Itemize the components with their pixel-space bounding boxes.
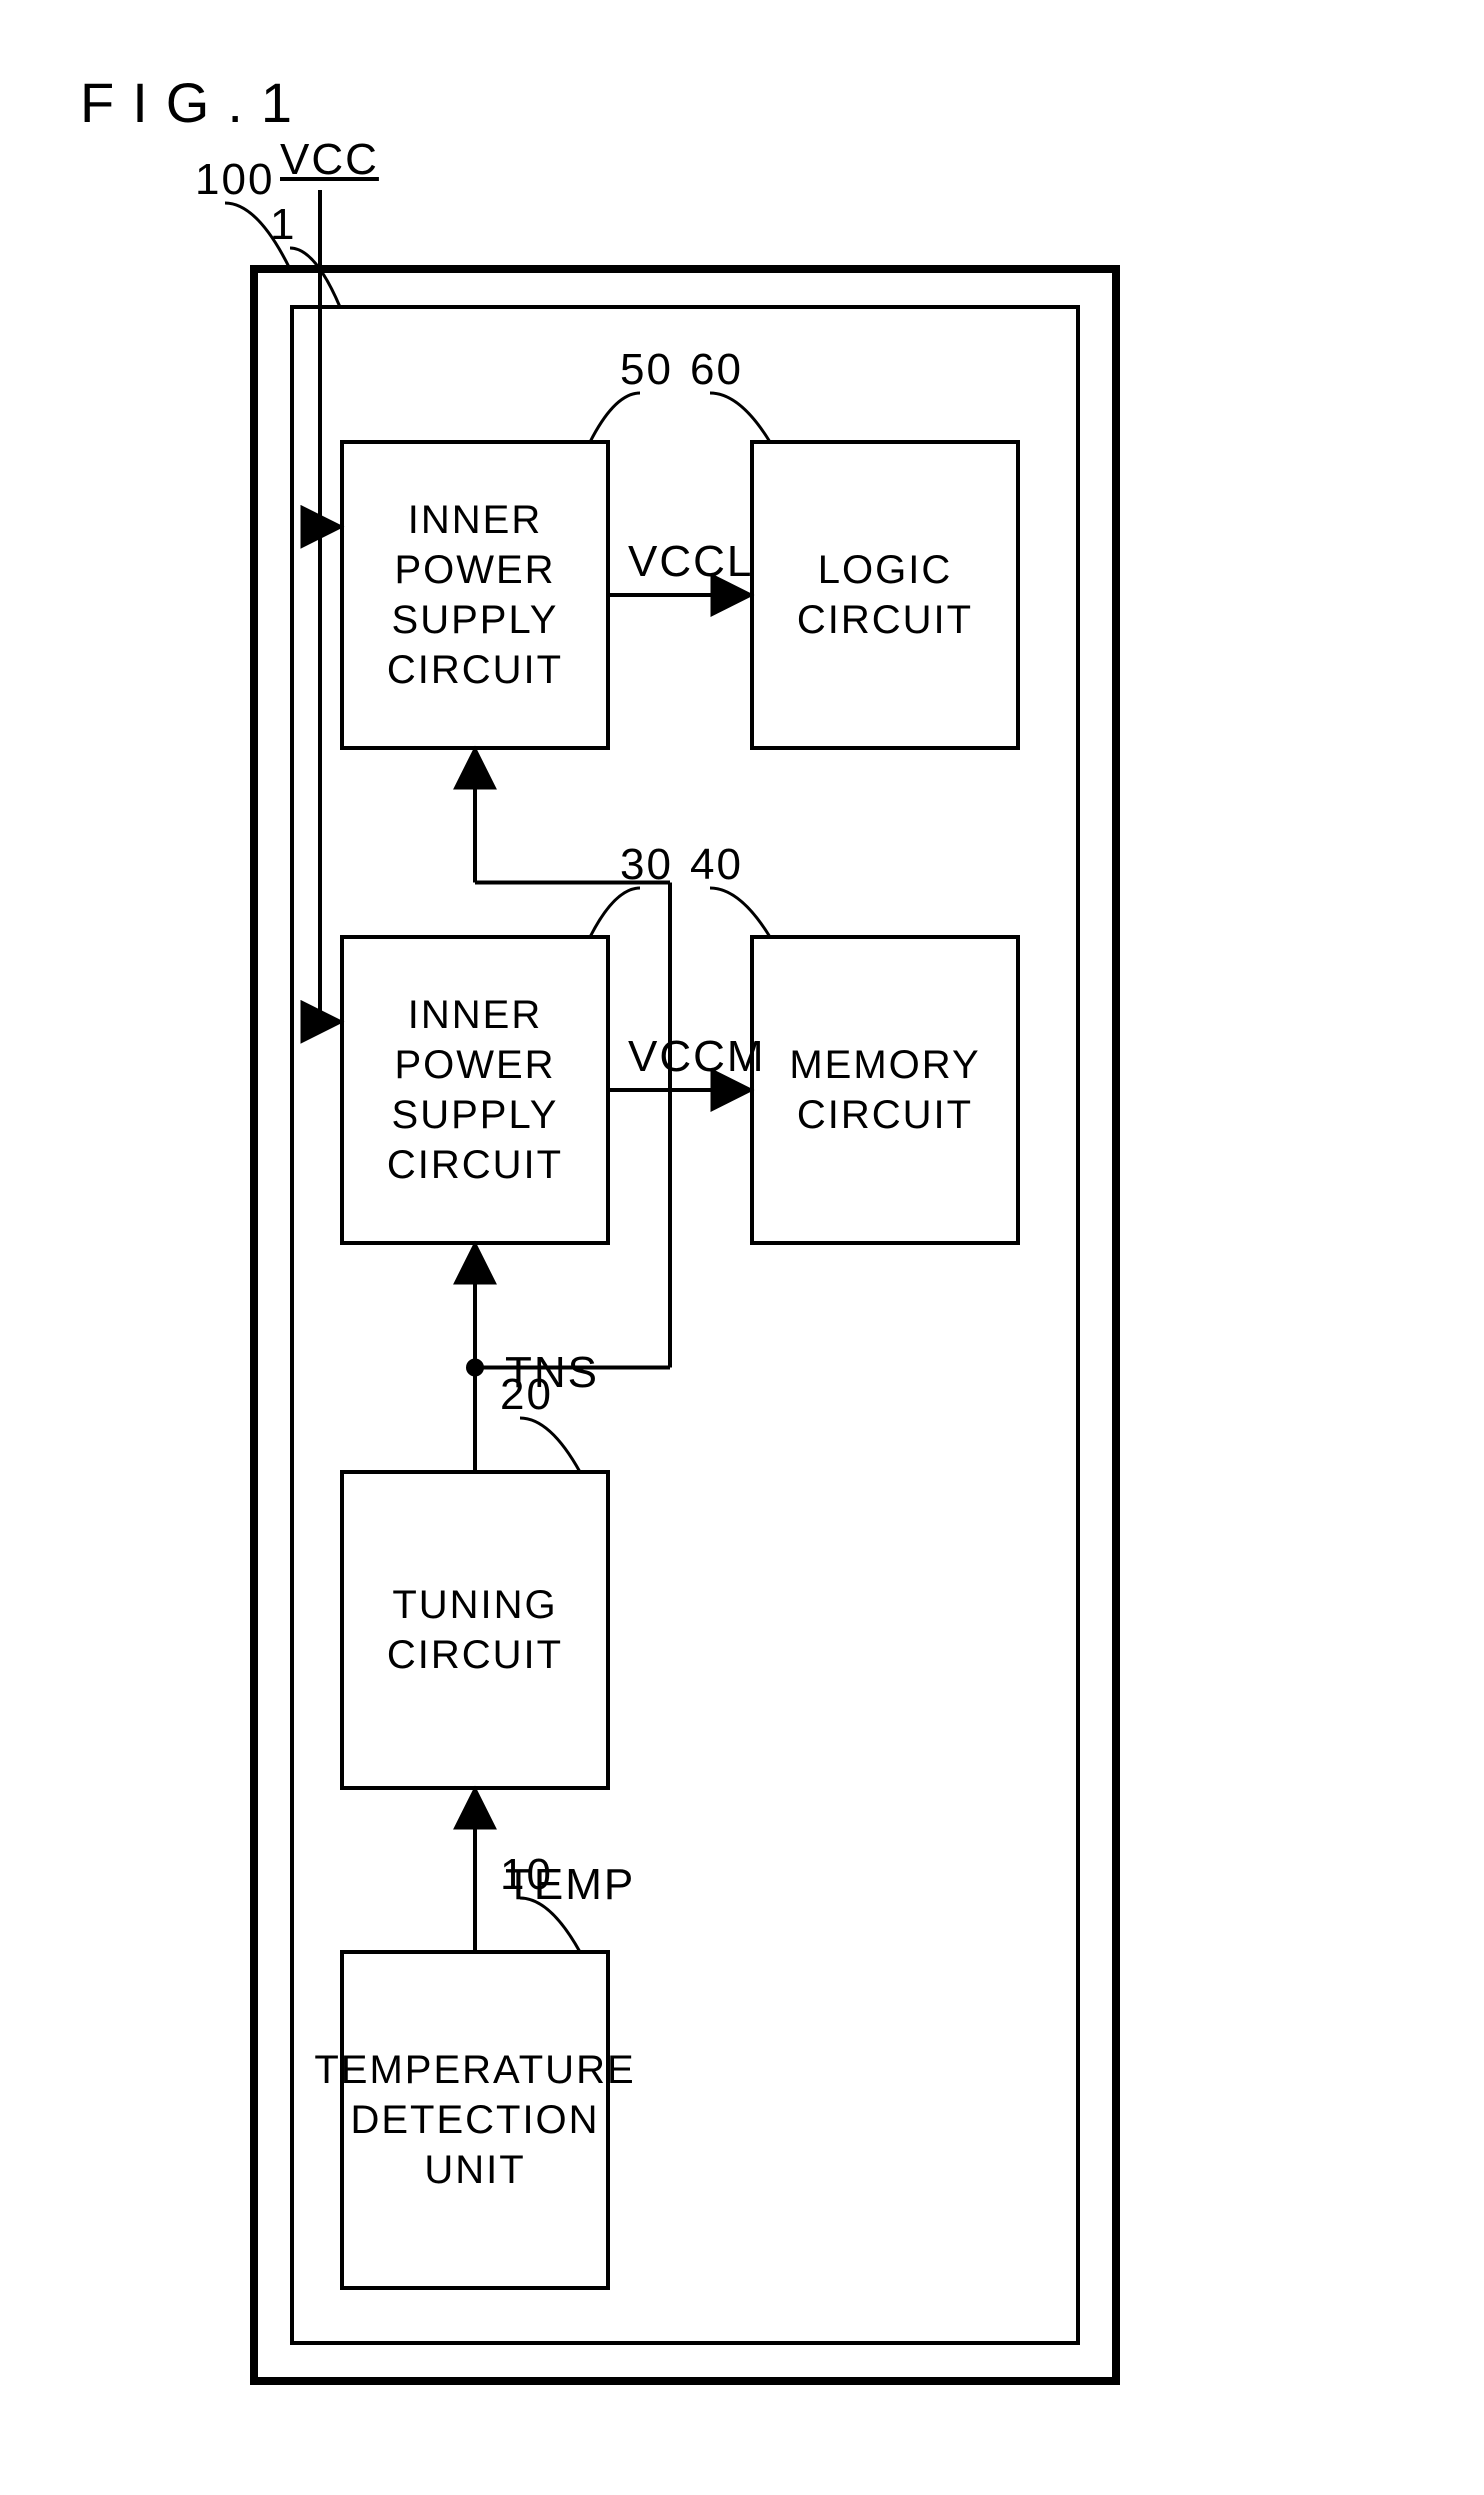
ref-50-leader — [590, 393, 640, 442]
ref-10: 10 — [500, 1850, 553, 1900]
ref-30-leader — [590, 888, 640, 937]
label-vcc: VCC — [280, 135, 379, 185]
ref-40-leader — [710, 888, 770, 937]
ref-50: 50 — [620, 345, 673, 395]
ref-20: 20 — [500, 1370, 553, 1420]
ref-60: 60 — [690, 345, 743, 395]
ref-60-leader — [710, 393, 770, 442]
ref-40: 40 — [690, 840, 743, 890]
ref-20-leader — [520, 1418, 580, 1472]
ref-1-leader — [290, 248, 340, 307]
label-vccl: VCCL — [628, 537, 753, 587]
ref-30: 30 — [620, 840, 673, 890]
ref-100: 100 — [195, 155, 274, 205]
wiring-svg — [40, 40, 1444, 2455]
label-vccm: VCCM — [628, 1032, 766, 1082]
ref-1: 1 — [270, 200, 296, 250]
